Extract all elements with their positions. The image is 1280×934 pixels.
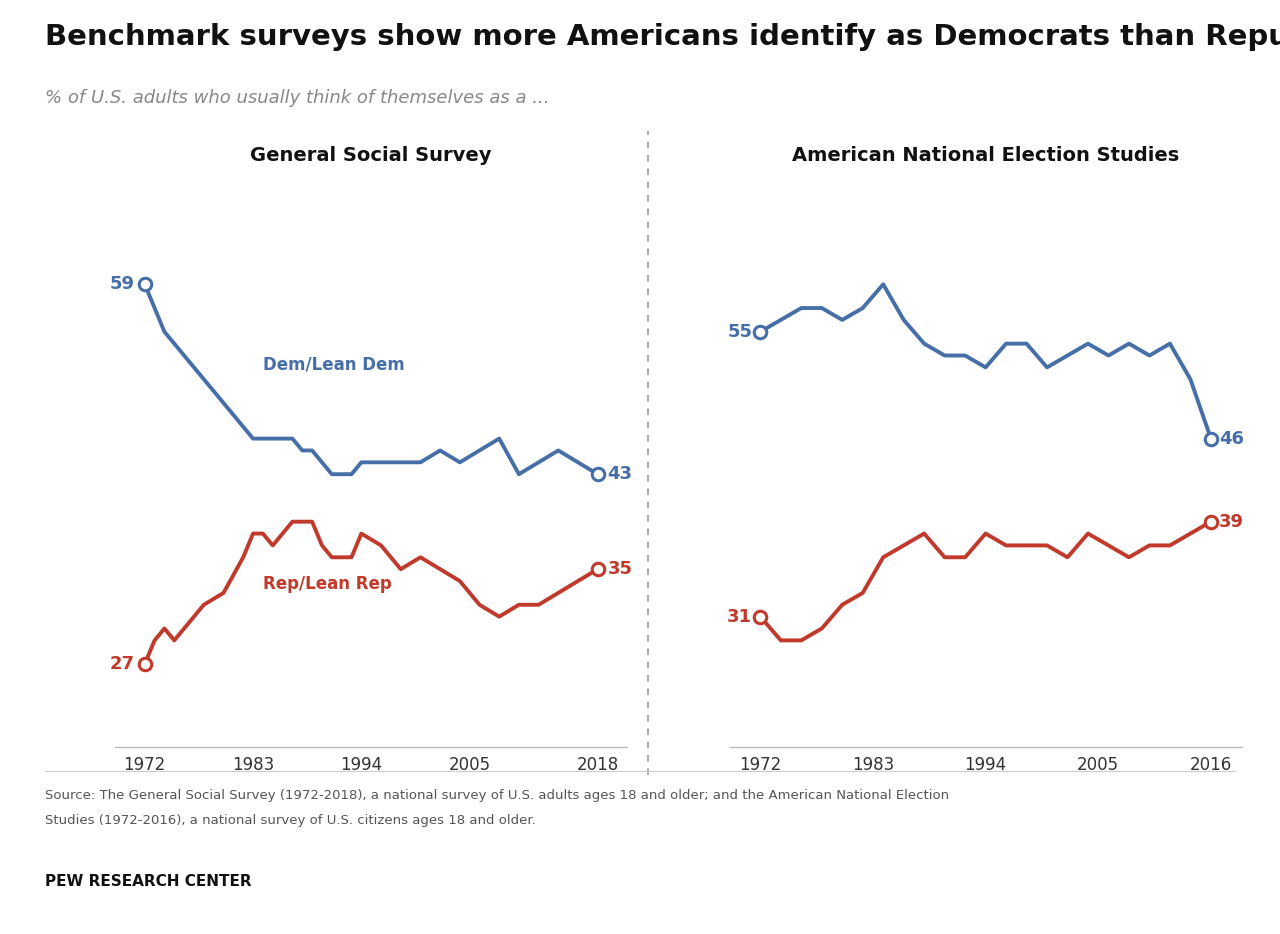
Text: % of U.S. adults who usually think of themselves as a ...: % of U.S. adults who usually think of th… — [45, 89, 549, 106]
Text: 39: 39 — [1219, 513, 1244, 531]
Text: PEW RESEARCH CENTER: PEW RESEARCH CENTER — [45, 874, 251, 889]
Title: General Social Survey: General Social Survey — [251, 146, 492, 164]
Text: 35: 35 — [608, 560, 632, 578]
Text: 55: 55 — [727, 323, 753, 341]
Text: 27: 27 — [110, 655, 134, 673]
Text: Source: The General Social Survey (1972-2018), a national survey of U.S. adults : Source: The General Social Survey (1972-… — [45, 789, 948, 802]
Text: 43: 43 — [608, 465, 632, 483]
Title: American National Election Studies: American National Election Studies — [792, 146, 1179, 164]
Text: Studies (1972-2016), a national survey of U.S. citizens ages 18 and older.: Studies (1972-2016), a national survey o… — [45, 814, 535, 828]
Text: 31: 31 — [727, 608, 753, 626]
Text: Rep/Lean Rep: Rep/Lean Rep — [262, 575, 392, 593]
Text: Benchmark surveys show more Americans identify as Democrats than Republicans: Benchmark surveys show more Americans id… — [45, 23, 1280, 51]
Text: Dem/Lean Dem: Dem/Lean Dem — [262, 355, 404, 374]
Text: 59: 59 — [110, 276, 134, 293]
Text: 46: 46 — [1219, 430, 1244, 447]
